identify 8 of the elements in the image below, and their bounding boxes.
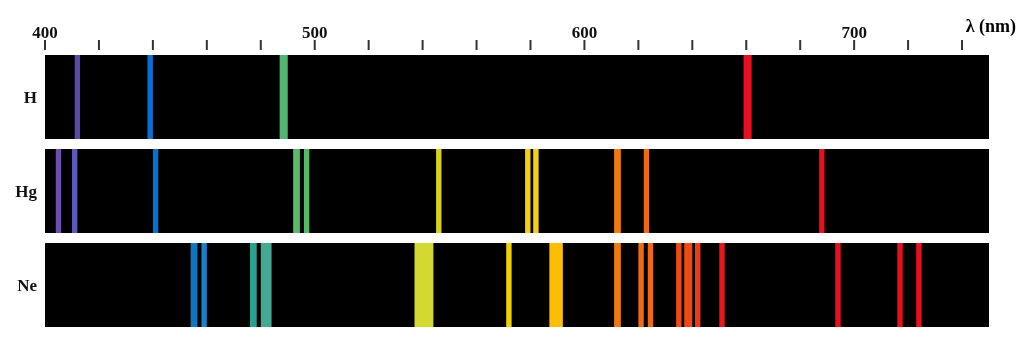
y-tick-label: Ne (17, 276, 38, 296)
x-tick-label: 400 (32, 23, 58, 42)
x-tick-label: 700 (841, 23, 867, 42)
x-axis-title: λ (nm) (965, 16, 1016, 37)
y-tick-label: Hg (15, 182, 38, 202)
x-tick-label: 500 (301, 23, 328, 42)
y-tick-label: H (23, 88, 37, 108)
x-tick-label: 600 (571, 23, 598, 42)
